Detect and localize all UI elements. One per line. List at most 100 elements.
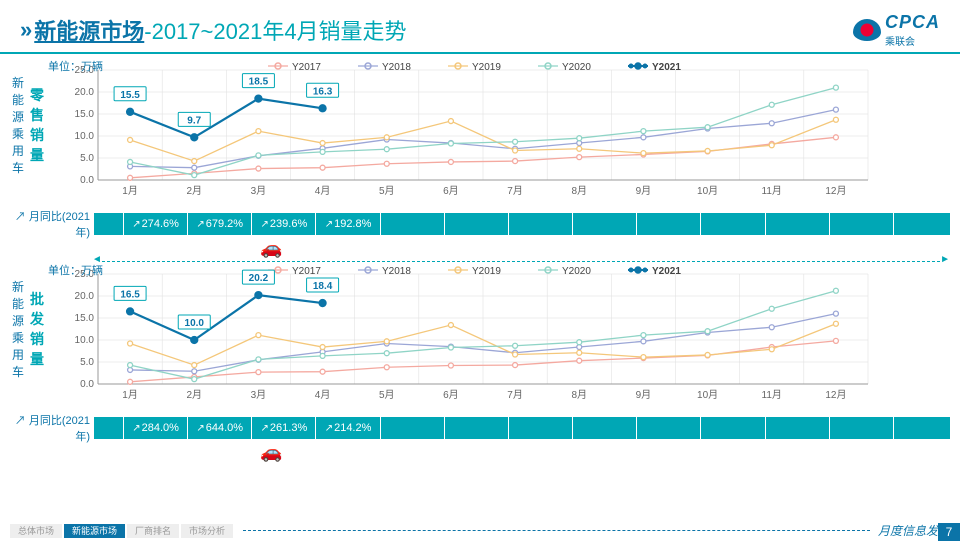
svg-text:Y2019: Y2019 [472, 266, 501, 277]
logo-text: CPCA [885, 12, 940, 33]
svg-text:9月: 9月 [636, 185, 652, 197]
svg-text:4月: 4月 [315, 389, 331, 401]
svg-text:12月: 12月 [825, 185, 846, 197]
svg-text:0.0: 0.0 [80, 379, 94, 390]
tab-2[interactable]: 厂商排名 [127, 524, 179, 538]
yoy-cell [637, 417, 701, 439]
footer: 总体市场新能源市场厂商排名市场分析 月度信息发布 [0, 519, 960, 541]
chart-subtitle-retail: 零售销量 [26, 60, 48, 210]
panel-retail: 新能源乘用车 零售销量 单位：万辆 0.05.010.015.020.025.0… [10, 60, 950, 259]
svg-text:Y2017: Y2017 [292, 266, 321, 277]
yoy-cell [445, 417, 509, 439]
yoy-cell: 192.8% [316, 213, 380, 235]
content: 新能源乘用车 零售销量 单位：万辆 0.05.010.015.020.025.0… [0, 54, 960, 463]
svg-text:Y2020: Y2020 [562, 266, 591, 277]
yoy-cell [381, 417, 445, 439]
svg-text:10.0: 10.0 [75, 131, 95, 142]
tab-3[interactable]: 市场分析 [181, 524, 233, 538]
svg-text:Y2021: Y2021 [652, 266, 681, 277]
svg-text:Y2019: Y2019 [472, 62, 501, 73]
svg-text:6月: 6月 [443, 389, 459, 401]
svg-text:8月: 8月 [571, 389, 587, 401]
svg-text:9月: 9月 [636, 389, 652, 401]
chevron-icon: » [20, 17, 28, 43]
svg-text:0.0: 0.0 [80, 175, 94, 186]
svg-text:20.2: 20.2 [249, 273, 269, 284]
divider [102, 261, 940, 262]
svg-text:10月: 10月 [697, 185, 718, 197]
yoy-cell [573, 417, 637, 439]
svg-text:20.0: 20.0 [75, 291, 95, 302]
svg-text:3月: 3月 [251, 185, 267, 197]
yoy-cell [830, 213, 894, 235]
svg-text:3月: 3月 [251, 389, 267, 401]
chart-subtitle-wholesale: 批发销量 [26, 264, 48, 414]
tab-0[interactable]: 总体市场 [10, 524, 62, 538]
svg-text:1月: 1月 [122, 389, 138, 401]
svg-text:2月: 2月 [186, 389, 202, 401]
svg-text:18.4: 18.4 [313, 281, 333, 292]
logo-subtext: 乘联会 [885, 33, 940, 48]
svg-text:Y2018: Y2018 [382, 62, 411, 73]
svg-text:15.0: 15.0 [75, 313, 95, 324]
svg-text:2月: 2月 [186, 185, 202, 197]
yoy-cell [830, 417, 894, 439]
unit-label-top: 单位：万辆 [48, 58, 103, 74]
svg-text:9.7: 9.7 [187, 115, 201, 126]
side-label-top: 新能源乘用车 [10, 60, 26, 210]
car-icon: 🚗 [260, 238, 950, 259]
svg-text:15.0: 15.0 [75, 109, 95, 120]
svg-text:11月: 11月 [762, 185, 782, 197]
unit-label-bot: 单位：万辆 [48, 262, 103, 278]
svg-text:5月: 5月 [379, 389, 395, 401]
svg-text:10.0: 10.0 [75, 335, 95, 346]
yoy-cell [701, 417, 765, 439]
svg-text:4月: 4月 [315, 185, 331, 197]
yoy-label-bot: ↗ 月同比(2021年) [10, 412, 94, 444]
svg-text:5月: 5月 [379, 185, 395, 197]
svg-text:10.0: 10.0 [185, 318, 205, 329]
page-number: 7 [938, 523, 960, 541]
svg-text:Y2017: Y2017 [292, 62, 321, 73]
yoy-cell: 261.3% [252, 417, 316, 439]
title-main: 新能源市场 [34, 14, 144, 46]
tab-1[interactable]: 新能源市场 [64, 524, 125, 538]
yoy-row-retail: ↗ 月同比(2021年) 274.6%679.2%239.6%192.8% [10, 208, 950, 240]
svg-text:16.5: 16.5 [120, 289, 140, 300]
svg-text:6月: 6月 [443, 185, 459, 197]
yoy-cell [509, 213, 573, 235]
retail-chart: 0.05.010.015.020.025.01月2月3月4月5月6月7月8月9月… [48, 60, 878, 210]
yoy-cell: 284.0% [124, 417, 188, 439]
yoy-cell [381, 213, 445, 235]
side-label-bot: 新能源乘用车 [10, 264, 26, 414]
yoy-row-wholesale: ↗ 月同比(2021年) 284.0%644.0%261.3%214.2% [10, 412, 950, 444]
yoy-cell [637, 213, 701, 235]
yoy-cell [766, 417, 830, 439]
svg-text:15.5: 15.5 [120, 90, 140, 101]
svg-text:Y2018: Y2018 [382, 266, 411, 277]
svg-text:Y2020: Y2020 [562, 62, 591, 73]
svg-text:20.0: 20.0 [75, 87, 95, 98]
svg-text:1月: 1月 [122, 185, 138, 197]
svg-text:5.0: 5.0 [80, 357, 94, 368]
yoy-cell: 679.2% [188, 213, 252, 235]
panel-wholesale: 新能源乘用车 批发销量 单位：万辆 0.05.010.015.020.025.0… [10, 264, 950, 463]
logo: CPCA 乘联会 [853, 12, 940, 48]
svg-text:7月: 7月 [507, 185, 523, 197]
svg-text:12月: 12月 [825, 389, 846, 401]
svg-text:11月: 11月 [762, 389, 782, 401]
yoy-cell [573, 213, 637, 235]
svg-text:10月: 10月 [697, 389, 718, 401]
yoy-cell [766, 213, 830, 235]
car-icon-bot: 🚗 [260, 442, 950, 463]
yoy-cell: 644.0% [188, 417, 252, 439]
yoy-cell [701, 213, 765, 235]
svg-text:7月: 7月 [507, 389, 523, 401]
yoy-cell [445, 213, 509, 235]
svg-text:18.5: 18.5 [249, 77, 269, 88]
svg-text:16.3: 16.3 [313, 86, 333, 97]
logo-icon [853, 19, 881, 41]
yoy-cell: 274.6% [124, 213, 188, 235]
svg-text:8月: 8月 [571, 185, 587, 197]
svg-text:5.0: 5.0 [80, 153, 94, 164]
